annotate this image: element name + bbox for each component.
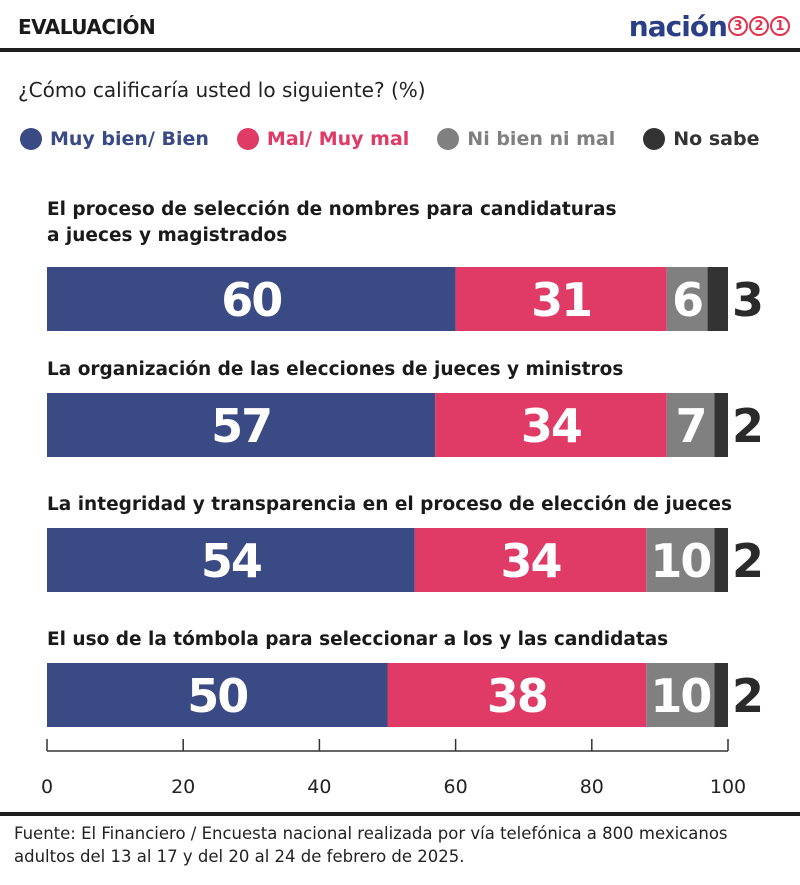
bar-segment bbox=[387, 663, 647, 727]
legend-swatch bbox=[236, 128, 259, 150]
data-label: 2 bbox=[732, 399, 762, 453]
bar-segment bbox=[435, 393, 667, 457]
section-label: EVALUACIÓN bbox=[18, 15, 156, 39]
x-tick-label: 20 bbox=[171, 776, 195, 798]
data-label: 34 bbox=[501, 534, 561, 588]
data-label: 6 bbox=[672, 273, 702, 327]
data-label: 34 bbox=[521, 399, 581, 453]
legend-item: Muy bien/ Bien bbox=[20, 128, 209, 150]
data-label: 7 bbox=[676, 399, 706, 453]
bar-segment bbox=[47, 528, 415, 592]
footnote: Fuente: El Financiero / Encuesta naciona… bbox=[14, 824, 728, 866]
legend-item: No sabe bbox=[643, 128, 759, 150]
legend-swatch bbox=[643, 128, 666, 150]
bar-segment bbox=[414, 528, 647, 592]
data-label: 31 bbox=[531, 273, 591, 327]
x-tick-label: 40 bbox=[307, 776, 331, 798]
data-label: 10 bbox=[650, 534, 710, 588]
legend-label: No sabe bbox=[673, 128, 760, 150]
data-label: 54 bbox=[201, 534, 261, 588]
bar-segment bbox=[47, 663, 388, 727]
legend-label: Muy bien/ Bien bbox=[50, 128, 209, 150]
x-tick-label: 100 bbox=[710, 776, 746, 798]
bar-segment bbox=[666, 393, 715, 457]
data-label: 3 bbox=[732, 273, 762, 327]
chart-legend: Muy bien/ Bien Mal/ Muy mal Ni bien ni m… bbox=[20, 128, 787, 150]
category-label: El uso de la tómbola para seleccionar a … bbox=[47, 629, 668, 650]
brand-digit: 3 bbox=[728, 16, 748, 36]
data-label: 10 bbox=[650, 669, 710, 723]
bar-segment bbox=[666, 267, 708, 331]
legend-label: Mal/ Muy mal bbox=[266, 128, 410, 150]
data-label: 60 bbox=[221, 273, 281, 327]
top-rule bbox=[0, 48, 800, 52]
legend-item: Ni bien ni mal bbox=[437, 128, 615, 150]
legend-item: Mal/ Muy mal bbox=[236, 128, 410, 150]
data-label: 57 bbox=[211, 399, 271, 453]
bar-segment bbox=[455, 267, 667, 331]
x-tick-label: 0 bbox=[41, 776, 53, 798]
legend-swatch bbox=[20, 128, 42, 150]
bar-segment bbox=[707, 267, 728, 331]
bar-segment bbox=[47, 393, 436, 457]
brand-logo: nación 3 2 1 bbox=[629, 8, 790, 44]
x-tick-label: 60 bbox=[444, 776, 468, 798]
bar-segment bbox=[646, 528, 715, 592]
bottom-rule bbox=[0, 812, 800, 816]
data-label: 2 bbox=[732, 669, 762, 723]
category-label: a jueces y magistrados bbox=[47, 225, 287, 246]
bar-segment bbox=[714, 528, 728, 592]
bar-segment bbox=[646, 663, 715, 727]
legend-swatch bbox=[437, 128, 460, 150]
brand-text: nación bbox=[628, 9, 728, 43]
x-tick-label: 80 bbox=[580, 776, 604, 798]
stacked-bar-chart: El proceso de selección de nombres para … bbox=[41, 199, 764, 798]
legend-label: Ni bien ni mal bbox=[467, 128, 616, 150]
category-label: El proceso de selección de nombres para … bbox=[47, 199, 617, 220]
data-label: 2 bbox=[732, 534, 762, 588]
data-label: 50 bbox=[187, 669, 247, 723]
category-label: La integridad y transparencia en el proc… bbox=[47, 494, 732, 515]
bar-segment bbox=[47, 267, 456, 331]
category-label: La organización de las elecciones de jue… bbox=[47, 359, 623, 380]
brand-digit: 2 bbox=[749, 16, 769, 36]
chart-question: ¿Cómo calificaría usted lo siguiente? (%… bbox=[18, 78, 426, 102]
bar-segment bbox=[714, 393, 728, 457]
data-label: 38 bbox=[487, 669, 547, 723]
bar-segment bbox=[714, 663, 728, 727]
brand-digit: 1 bbox=[770, 16, 790, 36]
